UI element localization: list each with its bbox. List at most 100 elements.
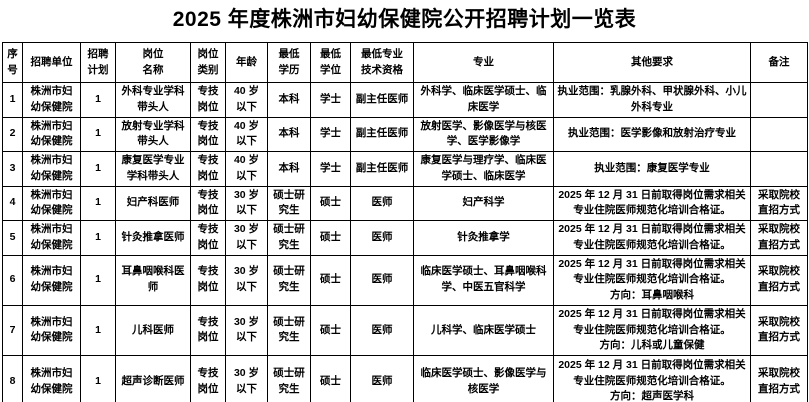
recruitment-table: 序 号 招聘单位 招聘 计划 岗位 名称 岗位 类别 年龄 最低 学历 最低 学… <box>2 42 808 402</box>
cell-no: 1 <box>2 82 23 118</box>
cell-other: 2025 年 12 月 31 日前取得岗位需求相关专业住院医师规范化培训合格证。 <box>553 220 751 256</box>
table-row: 8 株洲市妇 幼保健院 1 超声诊断医师 专技 岗位 30 岁 以下 硕士研 究… <box>2 355 808 402</box>
cell-post: 康复医学专业 学科带头人 <box>115 151 191 187</box>
cell-age: 30 岁 以下 <box>225 185 268 221</box>
cell-other: 2025 年 12 月 31 日前取得岗位需求相关专业住院医师规范化培训合格证。… <box>553 304 751 357</box>
cell-major: 针灸推拿学 <box>413 220 554 256</box>
cell-plan: 1 <box>80 82 116 118</box>
cell-age: 30 岁 以下 <box>225 355 268 402</box>
header-degree: 最低 学位 <box>310 42 351 83</box>
cell-other: 2025 年 12 月 31 日前取得岗位需求相关专业住院医师规范化培训合格证。… <box>553 355 751 402</box>
header-plan: 招聘 计划 <box>80 42 116 83</box>
table-row: 4 株洲市妇 幼保健院 1 妇产科医师 专技 岗位 30 岁 以下 硕士研 究生… <box>2 185 808 221</box>
cell-degree: 硕士 <box>310 355 351 402</box>
cell-no: 6 <box>2 254 23 306</box>
cell-other: 2025 年 12 月 31 日前取得岗位需求相关专业住院医师规范化培训合格证。 <box>553 185 751 221</box>
cell-note: 采取院校 直招方式 <box>750 220 808 256</box>
cell-qual: 医师 <box>350 355 414 402</box>
cell-qual: 医师 <box>350 220 414 256</box>
cell-age: 40 岁 以下 <box>225 116 268 152</box>
cell-type: 专技 岗位 <box>190 355 226 402</box>
cell-plan: 1 <box>80 355 116 402</box>
cell-degree: 硕士 <box>310 304 351 357</box>
cell-plan: 1 <box>80 151 116 187</box>
cell-edu: 硕士研 究生 <box>267 304 311 357</box>
cell-type: 专技 岗位 <box>190 185 226 221</box>
cell-unit: 株洲市妇 幼保健院 <box>22 185 81 221</box>
cell-degree: 学士 <box>310 82 351 118</box>
cell-type: 专技 岗位 <box>190 304 226 357</box>
cell-major: 放射医学、影像医学与核医学、医学影像学 <box>413 116 554 152</box>
cell-note <box>750 116 808 152</box>
cell-unit: 株洲市妇 幼保健院 <box>22 151 81 187</box>
table-row: 2 株洲市妇 幼保健院 1 放射专业学科 带头人 专技 岗位 40 岁 以下 本… <box>2 116 808 152</box>
cell-age: 30 岁 以下 <box>225 220 268 256</box>
cell-major: 临床医学硕士、耳鼻咽喉科学、中医五官科学 <box>413 254 554 306</box>
cell-degree: 学士 <box>310 116 351 152</box>
cell-age: 30 岁 以下 <box>225 304 268 357</box>
table-row: 1 株洲市妇 幼保健院 1 外科专业学科 带头人 专技 岗位 40 岁 以下 本… <box>2 82 808 118</box>
cell-no: 2 <box>2 116 23 152</box>
cell-other: 执业范围：乳腺外科、甲状腺外科、小儿外科专业 <box>553 82 751 118</box>
cell-plan: 1 <box>80 220 116 256</box>
header-major: 专业 <box>413 42 554 83</box>
cell-unit: 株洲市妇 幼保健院 <box>22 304 81 357</box>
header-qual: 最低专业 技术资格 <box>350 42 414 83</box>
cell-major: 康复医学与理疗学、临床医学硕士、临床医学 <box>413 151 554 187</box>
cell-post: 妇产科医师 <box>115 185 191 221</box>
cell-post: 超声诊断医师 <box>115 355 191 402</box>
cell-note: 采取院校 直招方式 <box>750 185 808 221</box>
cell-degree: 硕士 <box>310 185 351 221</box>
header-row: 序 号 招聘单位 招聘 计划 岗位 名称 岗位 类别 年龄 最低 学历 最低 学… <box>2 42 808 83</box>
cell-note: 采取院校 直招方式 <box>750 254 808 306</box>
cell-plan: 1 <box>80 185 116 221</box>
cell-edu: 本科 <box>267 116 311 152</box>
cell-note <box>750 151 808 187</box>
header-unit: 招聘单位 <box>22 42 81 83</box>
header-post: 岗位 名称 <box>115 42 191 83</box>
cell-degree: 学士 <box>310 151 351 187</box>
header-edu: 最低 学历 <box>267 42 311 83</box>
cell-post: 针灸推拿医师 <box>115 220 191 256</box>
cell-other: 执业范围：医学影像和放射治疗专业 <box>553 116 751 152</box>
header-age: 年龄 <box>225 42 268 83</box>
cell-qual: 副主任医师 <box>350 151 414 187</box>
cell-edu: 本科 <box>267 82 311 118</box>
cell-qual: 医师 <box>350 185 414 221</box>
table-row: 7 株洲市妇 幼保健院 1 儿科医师 专技 岗位 30 岁 以下 硕士研 究生 … <box>2 304 808 357</box>
cell-plan: 1 <box>80 254 116 306</box>
cell-type: 专技 岗位 <box>190 82 226 118</box>
cell-unit: 株洲市妇 幼保健院 <box>22 254 81 306</box>
page-title: 2025 年度株洲市妇幼保健院公开招聘计划一览表 <box>172 8 637 31</box>
cell-qual: 副主任医师 <box>350 82 414 118</box>
cell-type: 专技 岗位 <box>190 254 226 306</box>
cell-qual: 副主任医师 <box>350 116 414 152</box>
cell-unit: 株洲市妇 幼保健院 <box>22 116 81 152</box>
cell-no: 8 <box>2 355 23 402</box>
cell-no: 4 <box>2 185 23 221</box>
cell-unit: 株洲市妇 幼保健院 <box>22 220 81 256</box>
cell-major: 妇产科学 <box>413 185 554 221</box>
cell-degree: 硕士 <box>310 254 351 306</box>
cell-note <box>750 82 808 118</box>
cell-type: 专技 岗位 <box>190 116 226 152</box>
cell-note: 采取院校 直招方式 <box>750 304 808 357</box>
header-other: 其他要求 <box>553 42 751 83</box>
cell-plan: 1 <box>80 304 116 357</box>
cell-plan: 1 <box>80 116 116 152</box>
cell-type: 专技 岗位 <box>190 151 226 187</box>
cell-edu: 硕士研 究生 <box>267 220 311 256</box>
table-row: 3 株洲市妇 幼保健院 1 康复医学专业 学科带头人 专技 岗位 40 岁 以下… <box>2 151 808 187</box>
cell-major: 外科学、临床医学硕士、临床医学 <box>413 82 554 118</box>
table-row: 5 株洲市妇 幼保健院 1 针灸推拿医师 专技 岗位 30 岁 以下 硕士研 究… <box>2 220 808 256</box>
cell-note: 采取院校 直招方式 <box>750 355 808 402</box>
cell-qual: 医师 <box>350 304 414 357</box>
cell-other: 2025 年 12 月 31 日前取得岗位需求相关专业住院医师规范化培训合格证。… <box>553 254 751 306</box>
cell-post: 放射专业学科 带头人 <box>115 116 191 152</box>
cell-no: 7 <box>2 304 23 357</box>
cell-edu: 硕士研 究生 <box>267 185 311 221</box>
cell-qual: 医师 <box>350 254 414 306</box>
cell-other: 执业范围：康复医学专业 <box>553 151 751 187</box>
cell-edu: 硕士研 究生 <box>267 254 311 306</box>
